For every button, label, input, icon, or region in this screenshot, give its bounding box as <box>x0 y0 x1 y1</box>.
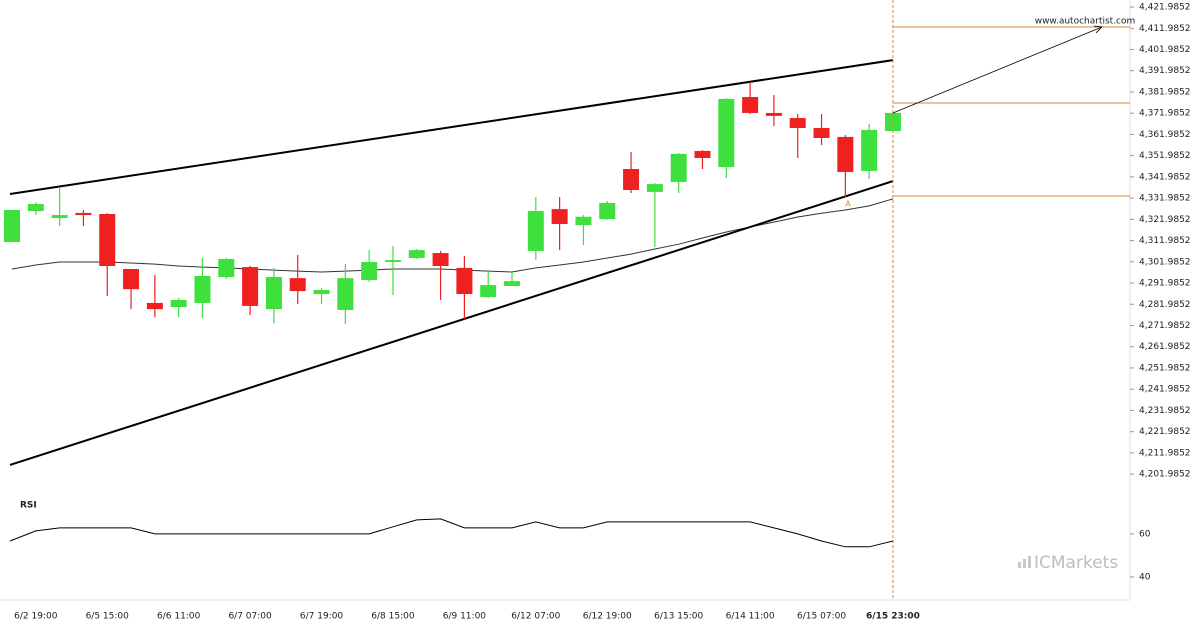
x-tick-label: 6/6 11:00 <box>157 612 201 622</box>
candle-body <box>4 209 20 243</box>
y-tick-label: 4,261.9852 <box>1139 342 1191 352</box>
candle-body <box>432 253 449 267</box>
y-tick-label: 4,381.9852 <box>1139 87 1191 97</box>
candle-body <box>194 275 211 303</box>
candle-body <box>27 204 44 212</box>
candle-body <box>361 261 378 281</box>
candle-body <box>384 260 401 262</box>
y-tick-label: 40 <box>1139 572 1151 582</box>
projection-arrow <box>892 26 1103 114</box>
y-tick-label: 4,231.9852 <box>1139 406 1191 416</box>
candle-body <box>265 277 282 310</box>
y-tick-label: 60 <box>1139 529 1151 539</box>
y-tick-label: 4,211.9852 <box>1139 448 1191 458</box>
candle-body <box>551 209 568 224</box>
candle-body <box>646 184 663 192</box>
y-tick-label: 4,391.9852 <box>1139 66 1191 76</box>
candle-body <box>718 98 735 168</box>
candle-body <box>337 278 354 310</box>
x-tick-label: 6/15 07:00 <box>797 612 846 622</box>
x-tick-label: 6/7 19:00 <box>300 612 344 622</box>
candle-body <box>313 290 330 295</box>
candle-body <box>813 128 830 138</box>
candle-body <box>170 299 187 307</box>
x-tick-label: 6/2 19:00 <box>14 612 58 622</box>
candle-body <box>694 150 711 158</box>
trend-line <box>9 59 894 195</box>
y-tick-label: 4,361.9852 <box>1139 130 1191 140</box>
pattern-marker: A <box>845 200 851 209</box>
y-tick-label: 4,301.9852 <box>1139 257 1191 267</box>
x-tick-label: 6/13 15:00 <box>654 612 703 622</box>
y-tick-label: 4,221.9852 <box>1139 427 1191 437</box>
candle-body <box>99 214 116 267</box>
y-tick-label: 4,291.9852 <box>1139 279 1191 289</box>
candle-body <box>789 118 806 129</box>
candle-body <box>408 250 425 258</box>
watermark-icon <box>1018 556 1031 568</box>
candle-body <box>527 211 544 251</box>
y-tick-label: 4,281.9852 <box>1139 300 1191 310</box>
candle-body <box>289 278 306 292</box>
panel-title: RSI <box>20 501 37 511</box>
candle-body <box>75 212 92 216</box>
y-tick-label: 4,331.9852 <box>1139 194 1191 204</box>
x-tick-label: 6/5 15:00 <box>86 612 130 622</box>
y-tick-label: 4,421.9852 <box>1139 3 1191 13</box>
arrow-head <box>1093 25 1103 34</box>
candle-body <box>123 268 140 290</box>
candle-body <box>837 136 854 172</box>
candle-body <box>218 259 235 278</box>
candle-body <box>504 281 521 286</box>
x-tick-label: 6/8 15:00 <box>371 612 415 622</box>
y-tick-label: 4,341.9852 <box>1139 172 1191 182</box>
candle-body <box>623 168 640 191</box>
candle-body <box>670 153 687 182</box>
y-tick-label: 4,411.9852 <box>1139 24 1191 34</box>
y-tick-label: 4,241.9852 <box>1139 385 1191 395</box>
candle-body <box>146 302 163 310</box>
candle-body <box>599 202 616 220</box>
source-label: www.autochartist.com <box>1035 17 1136 27</box>
candle-body <box>575 216 592 226</box>
x-tick-label: 6/15 23:00 <box>866 612 920 622</box>
x-tick-label: 6/12 19:00 <box>583 612 632 622</box>
candle-body <box>861 129 878 171</box>
trend-line <box>9 180 894 466</box>
y-tick-label: 4,401.9852 <box>1139 45 1191 55</box>
watermark: ICMarkets <box>1034 553 1118 573</box>
candle-body <box>51 215 68 219</box>
x-tick-label: 6/12 07:00 <box>511 612 560 622</box>
candle-body <box>765 112 782 116</box>
candle-body <box>456 267 473 295</box>
y-tick-label: 4,351.9852 <box>1139 151 1191 161</box>
y-tick-label: 4,251.9852 <box>1139 363 1191 373</box>
x-tick-label: 6/7 07:00 <box>228 612 272 622</box>
y-tick-label: 4,311.9852 <box>1139 236 1191 246</box>
rsi-line <box>9 518 894 548</box>
y-tick-label: 4,321.9852 <box>1139 215 1191 225</box>
y-tick-label: 4,201.9852 <box>1139 470 1191 480</box>
candle-body <box>242 267 259 306</box>
x-tick-label: 6/14 11:00 <box>726 612 775 622</box>
y-tick-label: 4,371.9852 <box>1139 109 1191 119</box>
candle-body <box>480 285 497 298</box>
y-tick-label: 4,271.9852 <box>1139 321 1191 331</box>
candle-body <box>742 97 759 113</box>
x-tick-label: 6/9 11:00 <box>443 612 487 622</box>
